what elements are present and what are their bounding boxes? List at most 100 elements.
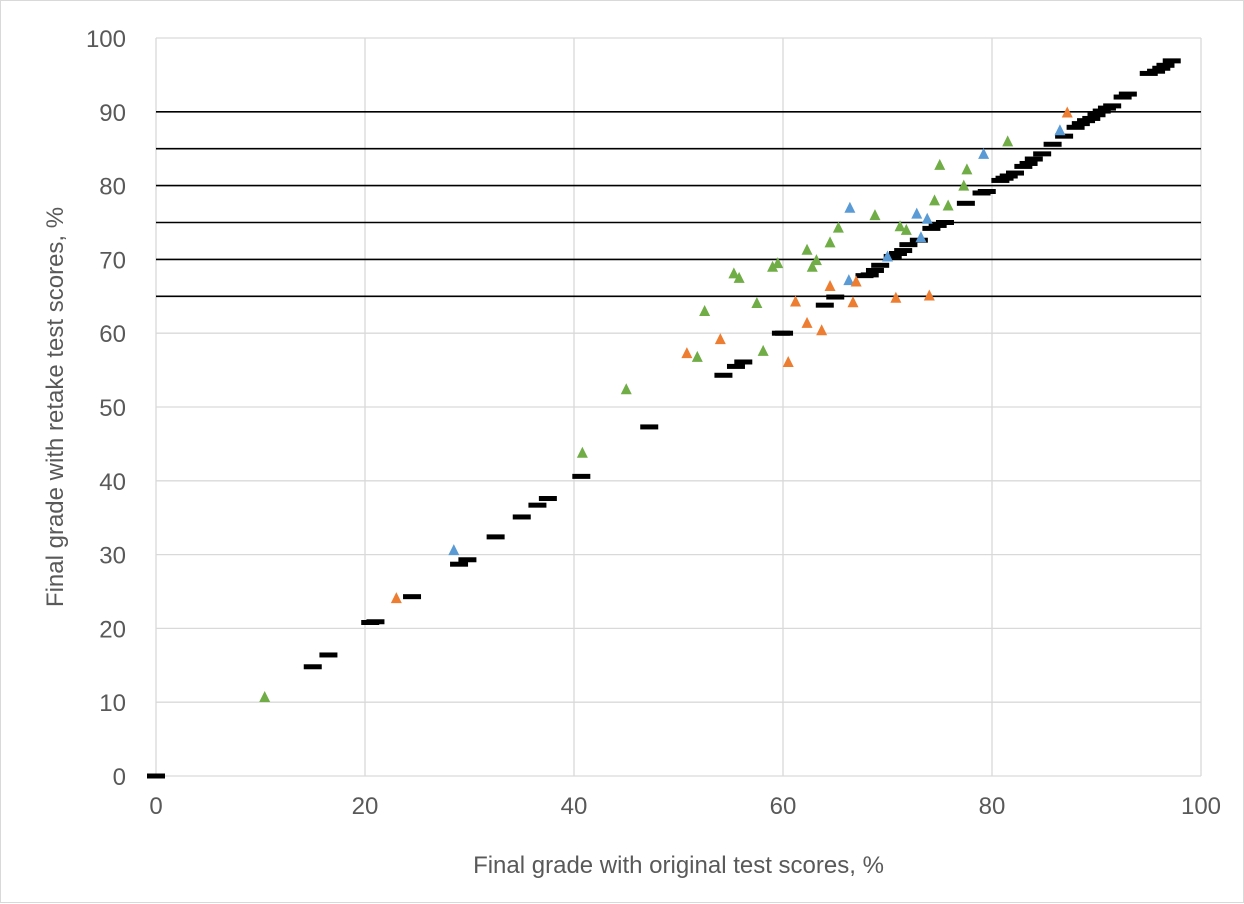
dash-point <box>1033 151 1052 157</box>
dash-point <box>1092 108 1111 114</box>
dash-point <box>826 294 845 300</box>
y-tick-label: 30 <box>99 543 126 570</box>
green-triangle-point <box>576 446 588 458</box>
blue-triangle-point <box>915 231 927 243</box>
blue-triangle-point <box>911 207 923 219</box>
dash-point <box>999 173 1018 179</box>
dash-point <box>956 200 975 206</box>
dash-point <box>640 424 659 430</box>
orange-triangle-point <box>782 355 794 367</box>
green-triangle-point <box>934 158 946 170</box>
green-triangle-point <box>961 163 973 175</box>
blue-triangle-point <box>844 201 856 213</box>
dash-point <box>1005 170 1024 176</box>
dash-point <box>935 220 954 225</box>
green-triangle-point <box>929 194 941 206</box>
dash-point <box>865 267 884 273</box>
dash-point <box>450 561 469 567</box>
data-points <box>147 58 1181 779</box>
green-triangle-point <box>751 296 763 308</box>
orange-triangle-point <box>850 275 862 287</box>
x-axis-label: Final grade with original test scores, % <box>473 852 884 879</box>
orange-triangle-point <box>1061 106 1073 118</box>
x-tick-label: 80 <box>979 793 1006 820</box>
green-triangle-point <box>806 260 818 272</box>
dash-point <box>403 594 422 600</box>
dash-point <box>1147 68 1166 74</box>
blue-triangle-point <box>448 544 460 556</box>
orange-triangle-point <box>890 291 902 303</box>
green-triangle-point <box>801 243 813 255</box>
green-triangle-point <box>757 344 769 356</box>
y-tick-label: 80 <box>99 174 126 201</box>
dash-point <box>147 773 165 779</box>
y-tick-label: 0 <box>113 764 126 791</box>
x-tick-label: 100 <box>1181 793 1221 820</box>
green-triangle-point <box>958 179 970 191</box>
dash-point <box>1024 156 1043 162</box>
dash-point <box>815 302 834 308</box>
dash-point <box>860 272 879 278</box>
dash-point <box>1019 160 1038 166</box>
green-triangle-point <box>259 691 271 703</box>
dash-point <box>1156 62 1175 68</box>
x-tick-label: 60 <box>770 793 797 820</box>
dash-point <box>977 189 996 195</box>
dash-point <box>572 473 591 479</box>
blue-triangle-point <box>1054 124 1066 136</box>
dash-point <box>714 372 733 378</box>
blue-triangle-point <box>882 250 893 262</box>
dash-point <box>1087 112 1106 118</box>
dash-point <box>775 330 794 336</box>
dash-point <box>1118 91 1137 97</box>
green-triangle-point <box>699 305 711 317</box>
dash-point <box>528 502 547 508</box>
green-triangle-point <box>772 257 784 269</box>
dash-point <box>512 514 531 520</box>
dash-point <box>1082 115 1101 121</box>
dash-point <box>1071 121 1090 127</box>
orange-triangle-point <box>847 296 859 308</box>
dash-point <box>1103 103 1122 109</box>
y-tick-label: 40 <box>99 469 126 496</box>
dash-point <box>1014 163 1033 169</box>
orange-triangle-point <box>801 316 813 328</box>
dash-point <box>871 262 890 268</box>
orange-triangle-point <box>681 347 693 359</box>
dash-point <box>366 619 385 625</box>
green-triangle-point <box>942 199 954 211</box>
green-triangle-point <box>869 209 881 221</box>
dash-point <box>486 534 505 540</box>
dash-point <box>1113 94 1132 100</box>
y-tick-label: 70 <box>99 247 126 274</box>
green-triangle-point <box>824 236 836 248</box>
green-triangle-point <box>1002 135 1014 147</box>
orange-triangle-point <box>714 333 726 345</box>
reference-lines <box>156 111 1201 298</box>
y-tick-label: 10 <box>99 690 126 717</box>
dash-point <box>1152 65 1171 71</box>
orange-triangle-point <box>390 592 402 604</box>
dash-point <box>1055 133 1074 139</box>
dash-point <box>928 222 947 228</box>
x-tick-label: 20 <box>352 793 379 820</box>
dash-point <box>1066 124 1085 130</box>
dash-point <box>538 496 557 502</box>
x-tick-label: 0 <box>149 793 162 820</box>
dash-point <box>899 242 918 248</box>
green-triangle-point <box>620 383 632 395</box>
orange-triangle-point <box>816 324 828 336</box>
green-triangle-point <box>894 220 906 232</box>
dash-point <box>319 652 338 658</box>
dash-point <box>303 664 322 670</box>
blue-triangle-point <box>921 212 933 224</box>
y-tick-label: 20 <box>99 616 126 643</box>
dash-point <box>734 359 753 365</box>
green-triangle-point <box>810 254 822 266</box>
green-triangle-point <box>691 350 703 362</box>
orange-triangle-point <box>824 279 836 291</box>
green-triangle-point <box>733 271 745 283</box>
dash-point <box>922 225 941 231</box>
dash-point <box>883 253 902 259</box>
